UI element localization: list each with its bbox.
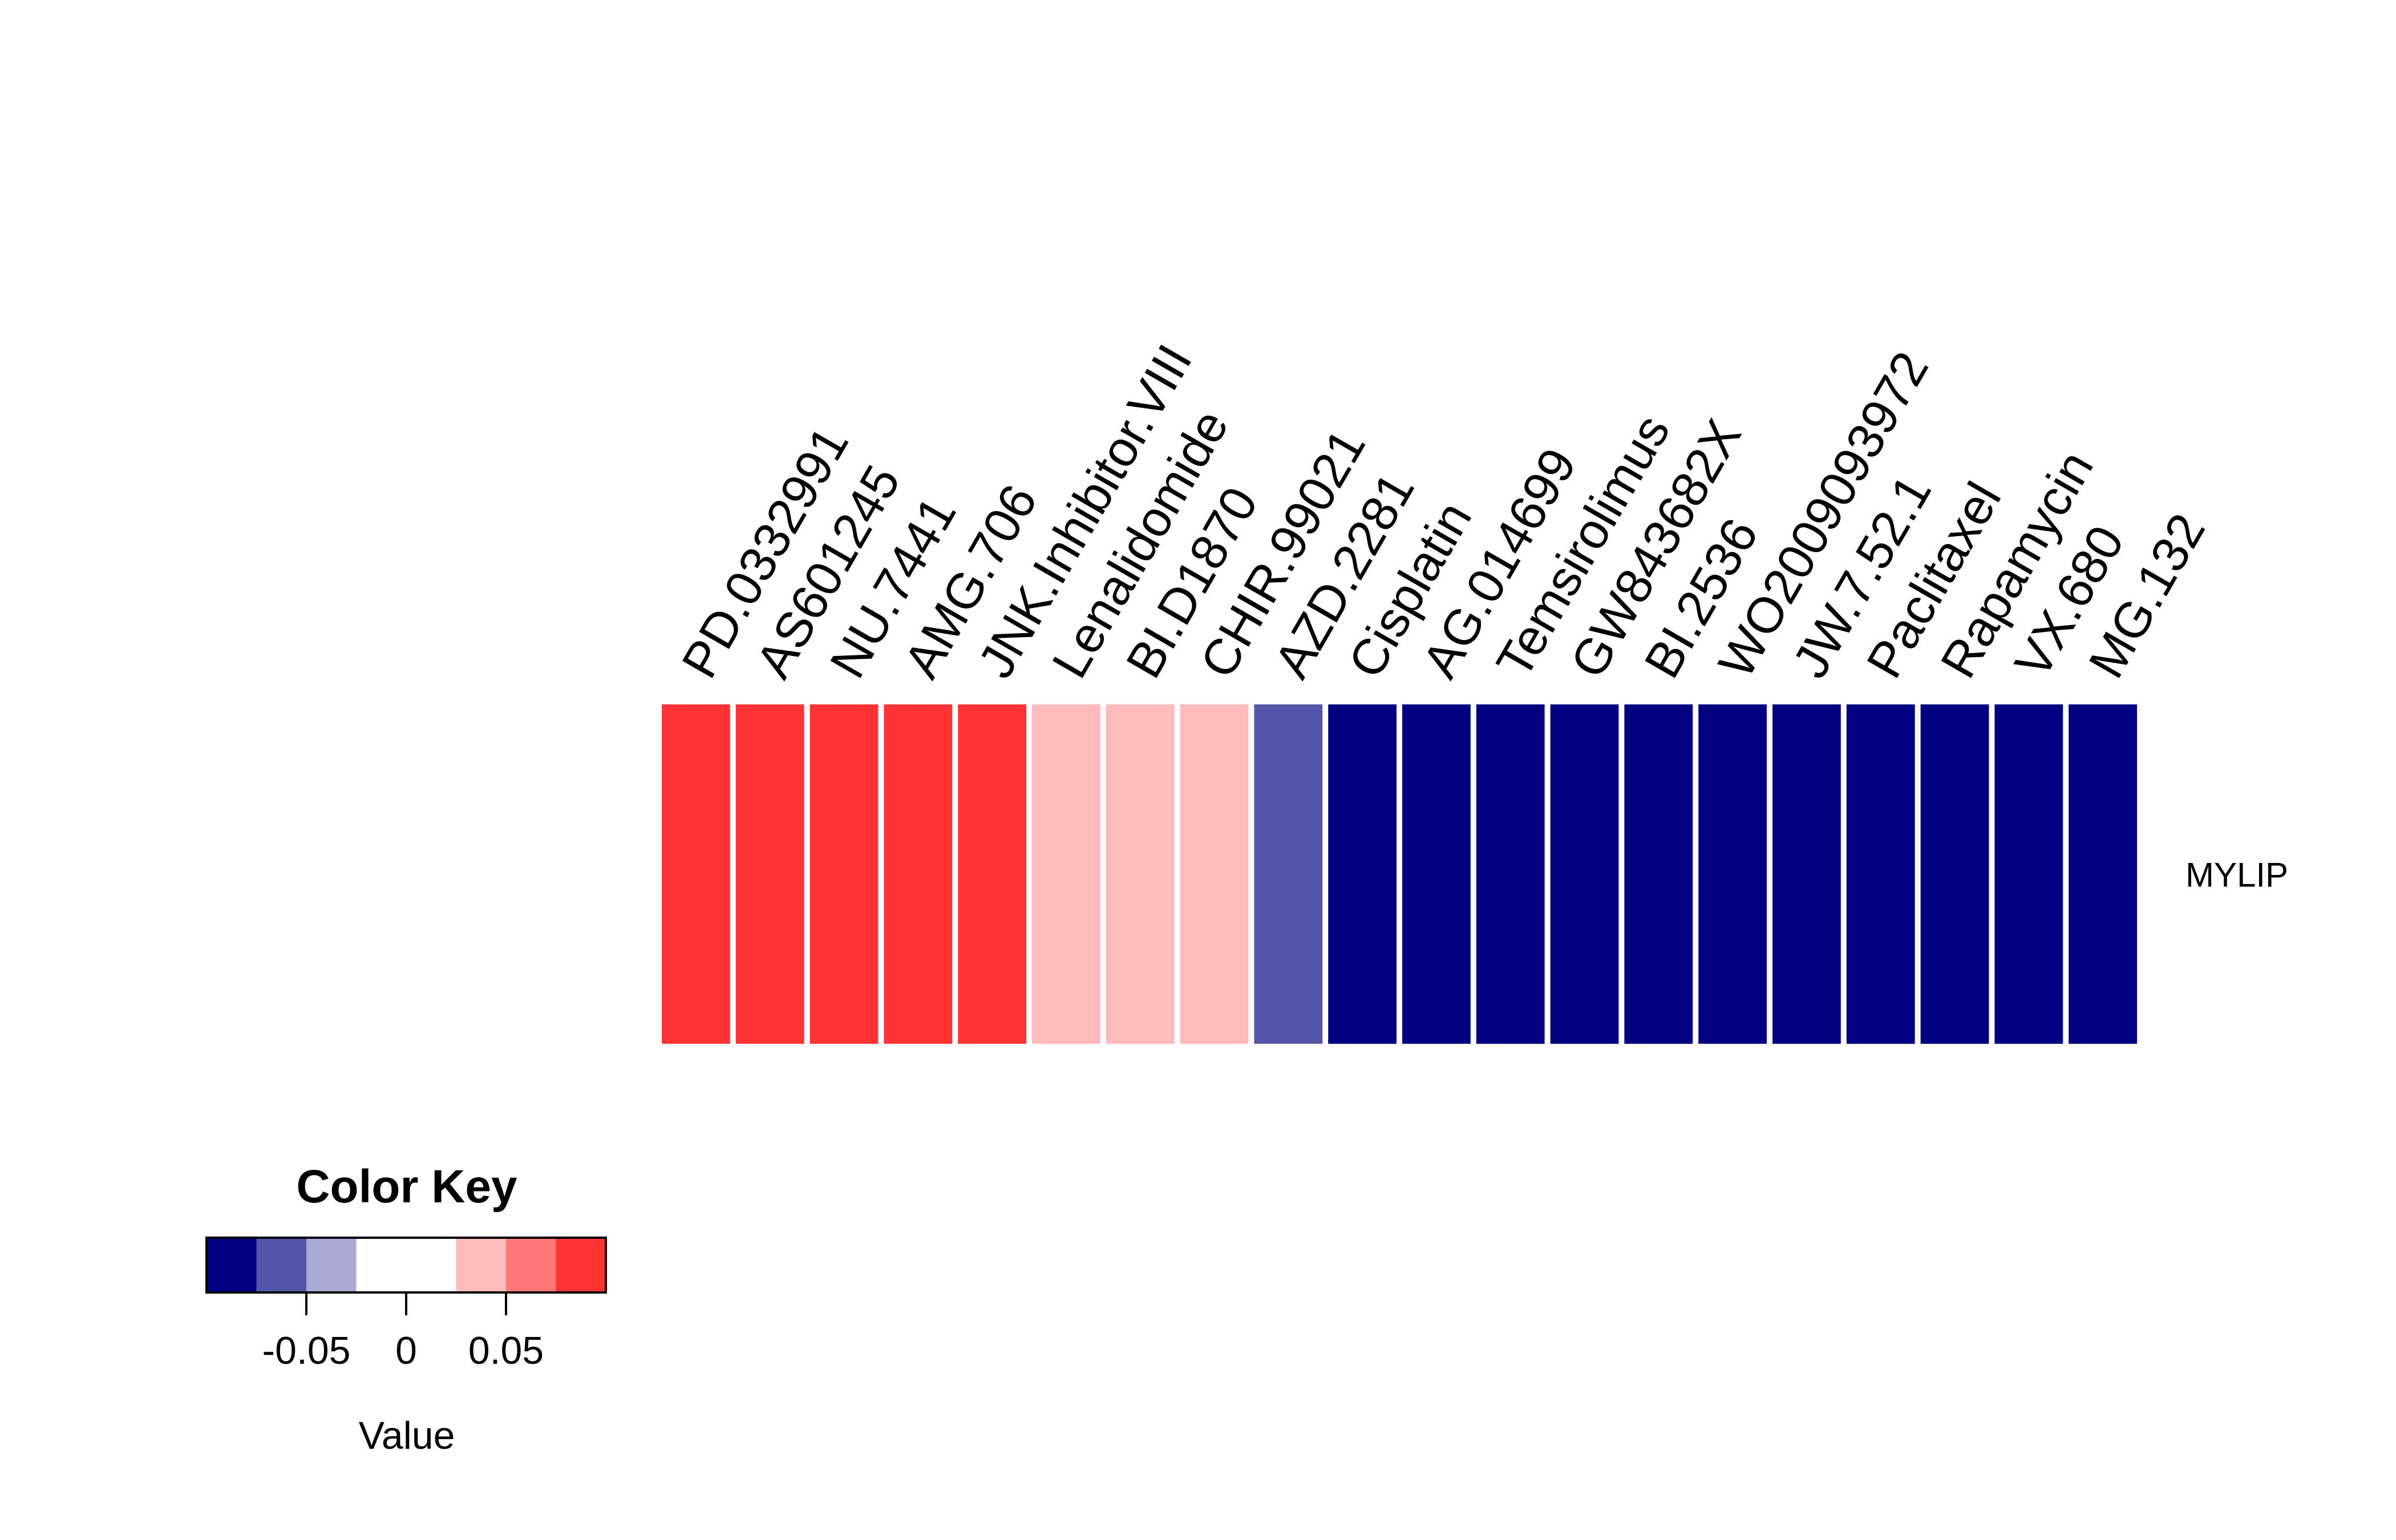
color-key: Color Key -0.05 0 0.05 Value: [205, 1161, 607, 1457]
heatmap-cell: [1402, 704, 1471, 1044]
heatmap-cell: [1624, 704, 1693, 1044]
heatmap-cell: [810, 704, 879, 1044]
color-key-tick-label: 0.05: [468, 1329, 544, 1372]
heatmap-cell: [662, 704, 730, 1044]
color-key-swatch: [506, 1238, 556, 1292]
color-key-swatch: [556, 1238, 606, 1292]
color-key-ticks: -0.05 0 0.05: [262, 1292, 544, 1372]
heatmap-cell: [1476, 704, 1545, 1044]
heatmap-cell: [1920, 704, 1989, 1044]
heatmap-cell: [884, 704, 953, 1044]
color-key-swatch: [207, 1238, 257, 1292]
color-key-swatch: [456, 1238, 506, 1292]
heatmap-cell: [1254, 704, 1323, 1044]
heatmap-cell: [1328, 704, 1397, 1044]
heatmap-cell: [1106, 704, 1175, 1044]
color-key-xlabel: Value: [359, 1414, 455, 1457]
color-key-title: Color Key: [296, 1161, 517, 1213]
heatmap-cell: [2069, 704, 2137, 1044]
heatmap-cell: [1994, 704, 2063, 1044]
column-labels: PD.0332991AS601245NU.7441AMG.706JNK.Inhi…: [671, 335, 2216, 687]
heatmap-cell: [1772, 704, 1841, 1044]
color-key-swatch: [256, 1238, 306, 1292]
color-key-swatches: [207, 1238, 606, 1292]
heatmap-cell: [1698, 704, 1767, 1044]
heatmap-cell: [1846, 704, 1915, 1044]
heatmap-cells: [662, 704, 2137, 1044]
heatmap-cell: [1032, 704, 1100, 1044]
color-key-swatch: [306, 1238, 357, 1292]
color-key-tick-label: -0.05: [262, 1329, 351, 1372]
color-key-swatch: [356, 1238, 456, 1292]
heatmap-cell: [735, 704, 804, 1044]
heatmap-cell: [1180, 704, 1249, 1044]
color-key-tick-label: 0: [395, 1329, 417, 1372]
heatmap-cell: [1550, 704, 1619, 1044]
row-label: MYLIP: [2185, 856, 2288, 894]
row-labels: MYLIP: [2185, 856, 2288, 894]
heatmap-cell: [958, 704, 1026, 1044]
